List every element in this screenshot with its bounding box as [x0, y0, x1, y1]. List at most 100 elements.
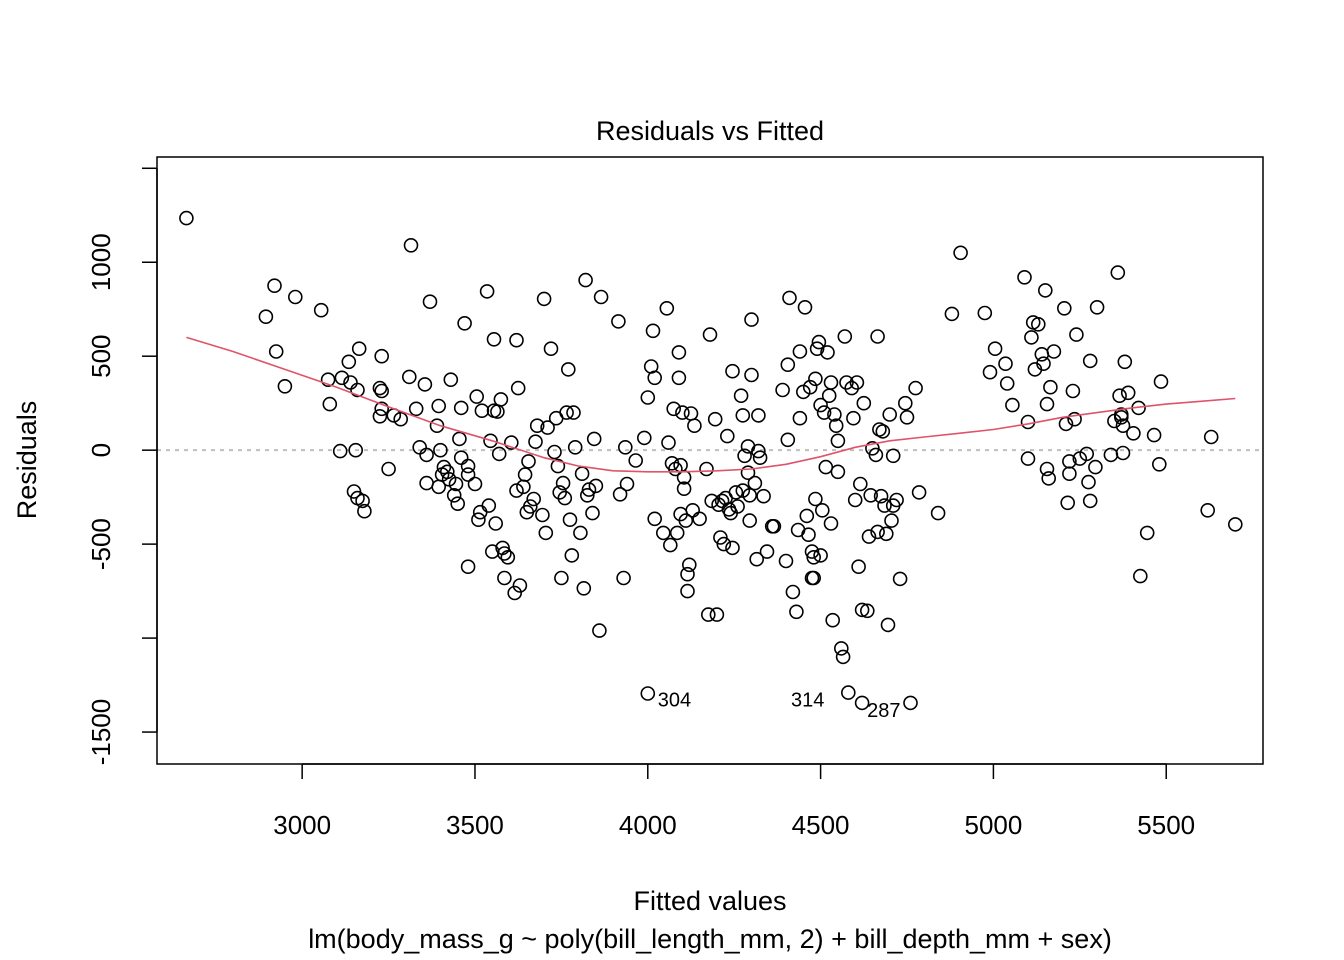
- y-tick-label: -1500: [86, 699, 116, 766]
- data-point: [661, 435, 676, 450]
- data-point: [704, 493, 720, 509]
- data-point: [733, 388, 749, 404]
- y-tick-label: -500: [86, 518, 116, 570]
- data-point: [450, 496, 466, 512]
- point-annotations: 304 314 287: [658, 690, 901, 722]
- data-point: [1005, 397, 1020, 413]
- data-point: [1060, 495, 1075, 511]
- data-point: [393, 411, 409, 427]
- data-point: [680, 583, 695, 599]
- data-points: [179, 210, 1243, 711]
- data-point: [678, 513, 694, 528]
- data-point: [676, 470, 692, 485]
- data-point: [576, 580, 592, 596]
- data-point: [341, 354, 357, 370]
- data-point: [808, 371, 823, 387]
- data-point: [268, 344, 284, 359]
- data-point: [573, 525, 588, 541]
- data-point: [488, 516, 504, 531]
- data-point: [854, 695, 870, 711]
- data-point: [944, 306, 960, 322]
- data-point: [751, 408, 766, 423]
- data-point: [332, 443, 348, 459]
- data-point: [1067, 411, 1082, 427]
- data-point: [899, 409, 915, 425]
- data-point: [730, 499, 745, 514]
- data-point: [818, 459, 834, 475]
- x-tick-label: 5000: [964, 810, 1022, 840]
- data-point: [313, 302, 329, 318]
- data-point: [775, 382, 790, 398]
- data-point: [835, 649, 851, 665]
- data-point: [827, 407, 842, 422]
- data-point: [813, 397, 828, 413]
- data-point: [517, 467, 533, 482]
- data-point: [1152, 456, 1167, 472]
- data-point: [749, 551, 765, 567]
- y-axis-label: Residuals: [12, 401, 42, 520]
- x-axis: 3000 3500 4000 4500 5000 5500: [273, 763, 1195, 840]
- data-point: [930, 505, 946, 521]
- data-point: [1046, 344, 1062, 359]
- data-point: [1024, 330, 1039, 345]
- data-point: [828, 418, 844, 434]
- data-point: [833, 641, 849, 656]
- data-point: [882, 407, 898, 422]
- data-point: [1079, 446, 1094, 462]
- data-point: [374, 348, 390, 364]
- data-point: [528, 434, 543, 450]
- data-point: [536, 291, 552, 307]
- data-point: [486, 331, 502, 347]
- data-point: [1115, 418, 1131, 434]
- data-point: [740, 465, 756, 481]
- data-point: [1041, 471, 1056, 486]
- data-point: [564, 548, 580, 563]
- data-point: [1039, 396, 1055, 412]
- data-point: [593, 289, 609, 305]
- data-point: [277, 378, 293, 394]
- data-point: [550, 458, 566, 474]
- data-point: [806, 549, 822, 565]
- data-point: [799, 508, 815, 524]
- data-point: [846, 410, 861, 426]
- data-point: [671, 370, 687, 386]
- data-point: [509, 332, 524, 348]
- data-point: [903, 695, 918, 711]
- data-point: [861, 529, 877, 544]
- data-point: [448, 476, 464, 492]
- chart-title: Residuals vs Fitted: [596, 116, 824, 146]
- data-point: [1126, 425, 1141, 441]
- data-point: [669, 525, 685, 541]
- data-point: [510, 380, 526, 396]
- data-point: [1081, 474, 1096, 490]
- data-point: [611, 314, 626, 329]
- data-point: [521, 454, 536, 469]
- data-point: [503, 435, 519, 450]
- data-point: [863, 487, 879, 503]
- data-point: [1043, 379, 1058, 395]
- data-point: [509, 483, 524, 498]
- data-point: [707, 411, 723, 427]
- data-point: [1115, 445, 1131, 461]
- data-point: [897, 395, 913, 411]
- data-point: [401, 369, 417, 385]
- data-point: [659, 300, 675, 316]
- data-point: [719, 428, 735, 444]
- data-point: [1088, 459, 1103, 475]
- data-point: [557, 490, 573, 506]
- data-point: [851, 559, 866, 575]
- data-point: [813, 548, 828, 563]
- data-point: [351, 341, 367, 357]
- data-point: [766, 518, 782, 534]
- data-point: [735, 408, 751, 423]
- data-point: [676, 481, 692, 497]
- data-point: [355, 493, 370, 509]
- data-point: [687, 418, 702, 434]
- data-point: [699, 461, 714, 477]
- data-point: [1017, 269, 1032, 285]
- data-point: [540, 420, 555, 435]
- data-point: [1057, 300, 1072, 316]
- data-point: [469, 389, 485, 404]
- data-point: [780, 357, 796, 373]
- data-point: [1020, 451, 1036, 466]
